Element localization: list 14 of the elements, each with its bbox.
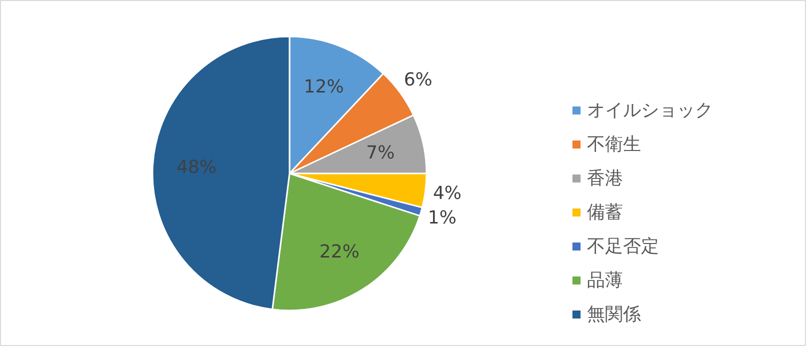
legend-label: 無関係 <box>587 303 641 326</box>
legend-label: オイルショック <box>587 99 713 122</box>
legend-label: 不衛生 <box>587 133 641 156</box>
data-label: 22% <box>319 242 360 263</box>
legend-label: 備蓄 <box>587 201 623 224</box>
data-label: 4% <box>432 182 462 204</box>
legend-label: 品薄 <box>587 269 623 292</box>
data-label: 7% <box>366 142 395 164</box>
data-label: 12% <box>304 76 344 98</box>
data-label: 1% <box>428 207 456 228</box>
legend-label: 不足否定 <box>587 235 659 258</box>
legend-label: 香港 <box>587 167 623 190</box>
data-label: 48% <box>176 157 217 178</box>
data-label: 6% <box>404 70 432 91</box>
